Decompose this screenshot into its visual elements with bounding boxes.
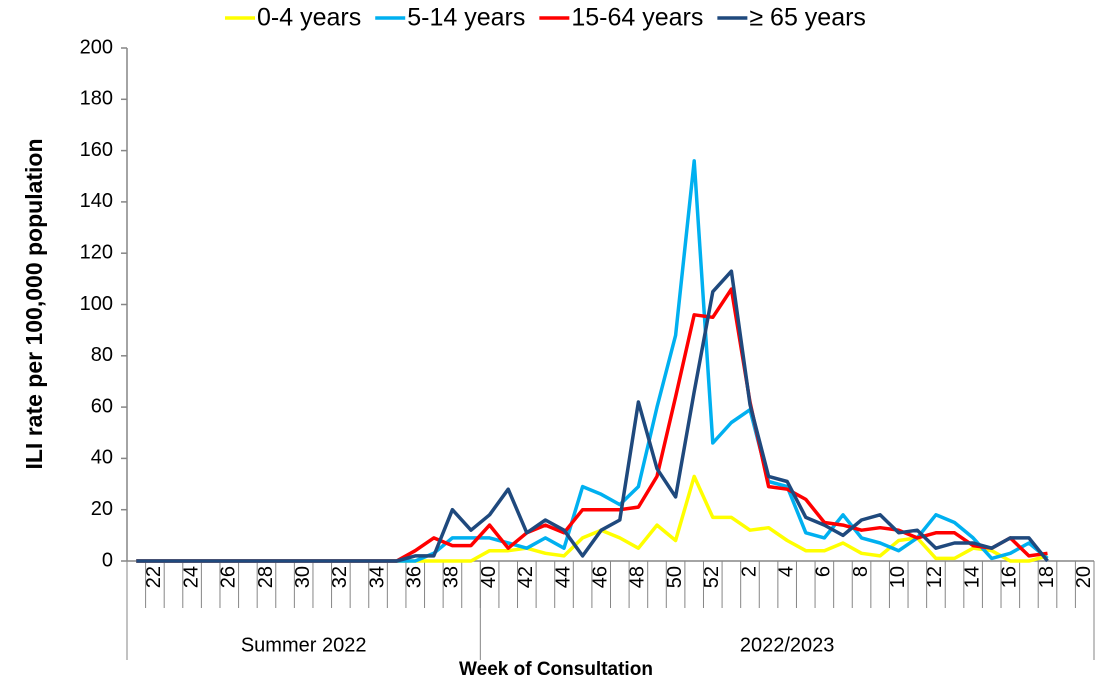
y-tick-label: 80	[91, 344, 113, 366]
x-tick-label: 34	[366, 566, 388, 588]
y-tick-label: 120	[80, 241, 113, 263]
legend-label: ≥ 65 years	[749, 4, 866, 32]
y-axis-title: ILI rate per 100,000 population	[21, 138, 47, 469]
legend-label: 0-4 years	[257, 4, 361, 32]
y-tick-label: 40	[91, 447, 113, 469]
legend-label: 5-14 years	[407, 4, 525, 32]
series-line	[136, 287, 1048, 563]
x-tick-label: 46	[589, 566, 611, 588]
x-tick-label: 2	[738, 566, 760, 577]
x-tick-label: 10	[887, 566, 909, 588]
x-tick-label: 14	[961, 566, 983, 588]
x-tick-label: 18	[1036, 566, 1058, 588]
x-tick-label: 36	[404, 566, 426, 588]
x-tick-label: 26	[218, 566, 240, 588]
x-tick-label: 12	[924, 566, 946, 588]
group-label: Summer 2022	[241, 634, 367, 656]
x-tick-label: 30	[292, 566, 314, 588]
x-tick-label: 40	[478, 566, 500, 588]
y-tick-label: 60	[91, 395, 113, 417]
y-tick-label: 0	[102, 549, 113, 571]
x-tick-label: 38	[441, 566, 463, 588]
series-line	[136, 269, 1049, 563]
series-line	[136, 159, 1049, 563]
x-tick-label: 52	[701, 566, 723, 588]
x-tick-label: 16	[999, 566, 1021, 588]
x-tick-label: 32	[329, 566, 351, 588]
x-tick-label: 4	[775, 566, 797, 577]
y-tick-label: 100	[80, 293, 113, 315]
x-tick-label: 48	[627, 566, 649, 588]
x-tick-label: 28	[255, 566, 277, 588]
y-tick-label: 20	[91, 498, 113, 520]
y-tick-label: 200	[80, 36, 113, 58]
y-tick-label: 180	[80, 88, 113, 110]
x-tick-label: 6	[813, 566, 835, 577]
x-tick-label: 42	[515, 566, 537, 588]
x-tick-label: 20	[1073, 566, 1095, 588]
x-tick-label: 8	[850, 566, 872, 577]
x-tick-label: 44	[552, 566, 574, 588]
y-tick-label: 160	[80, 139, 113, 161]
y-tick-label: 140	[80, 190, 113, 212]
x-axis-title: Week of Consultation	[459, 659, 653, 680]
legend-label: 15-64 years	[571, 4, 703, 32]
group-label: 2022/2023	[740, 634, 835, 656]
x-tick-label: 24	[180, 566, 202, 588]
x-tick-label: 22	[143, 566, 165, 588]
x-tick-label: 50	[664, 566, 686, 588]
